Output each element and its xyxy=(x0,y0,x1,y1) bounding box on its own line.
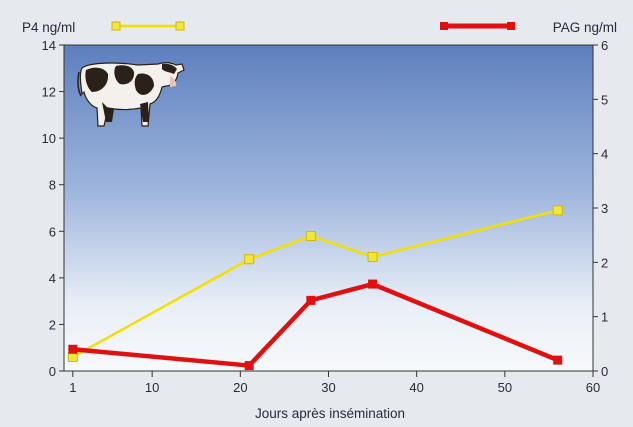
x-tick-label: 60 xyxy=(586,380,600,395)
y-left-tick-label: 8 xyxy=(49,178,56,193)
y-axis-left: 0 2 4 6 8 10 12 14 xyxy=(42,38,64,379)
cow-icon xyxy=(77,62,185,127)
y-right-tick-label: 2 xyxy=(601,255,608,270)
p4-point xyxy=(367,251,378,262)
y-right-tick-label: 3 xyxy=(601,201,608,216)
pag-point xyxy=(244,361,254,371)
p4-point xyxy=(67,352,78,363)
legend-pag-marker-left xyxy=(440,22,448,30)
y-left-tick-label: 6 xyxy=(49,224,56,239)
y-right-tick-label: 6 xyxy=(601,38,608,53)
pag-point xyxy=(553,355,563,365)
x-axis-title: Jours après insémination xyxy=(255,406,405,421)
y-left-tick-label: 4 xyxy=(49,271,56,286)
legend-pag-label: PAG ng/ml xyxy=(553,20,617,35)
x-tick-label: 30 xyxy=(321,380,335,395)
y-left-tick-label: 0 xyxy=(49,364,56,379)
y-right-tick-label: 1 xyxy=(601,310,608,325)
legend-p4-marker-right xyxy=(175,21,185,31)
y-right-tick-label: 4 xyxy=(601,147,608,162)
y-left-tick-label: 10 xyxy=(42,131,56,146)
x-tick-label: 10 xyxy=(145,380,159,395)
p4-point xyxy=(305,230,316,241)
legend-p4: P4 ng/ml xyxy=(22,20,185,35)
y-axis-right: 0 1 2 3 4 5 6 xyxy=(593,38,608,379)
series-p4 xyxy=(67,205,563,363)
x-tick-label: 20 xyxy=(233,380,247,395)
y-left-tick-label: 14 xyxy=(42,38,56,53)
y-right-tick-label: 5 xyxy=(601,92,608,107)
x-tick-label: 40 xyxy=(409,380,423,395)
pag-point xyxy=(306,295,316,305)
x-tick-label: 1 xyxy=(69,380,76,395)
x-axis: 1 10 20 30 40 50 60 xyxy=(69,371,600,395)
p4-point xyxy=(244,254,255,265)
pag-point xyxy=(368,279,378,289)
p4-point xyxy=(552,205,563,216)
y-left-tick-label: 2 xyxy=(49,317,56,332)
legend-pag-marker-right xyxy=(507,22,515,30)
pag-point xyxy=(68,344,78,354)
legend-p4-marker-left xyxy=(111,21,121,31)
legend-pag: PAG ng/ml xyxy=(440,20,617,35)
legend-p4-label: P4 ng/ml xyxy=(22,20,75,35)
x-tick-label: 50 xyxy=(498,380,512,395)
series-pag xyxy=(68,279,563,371)
y-right-tick-label: 0 xyxy=(601,364,608,379)
y-left-tick-label: 12 xyxy=(42,85,56,100)
